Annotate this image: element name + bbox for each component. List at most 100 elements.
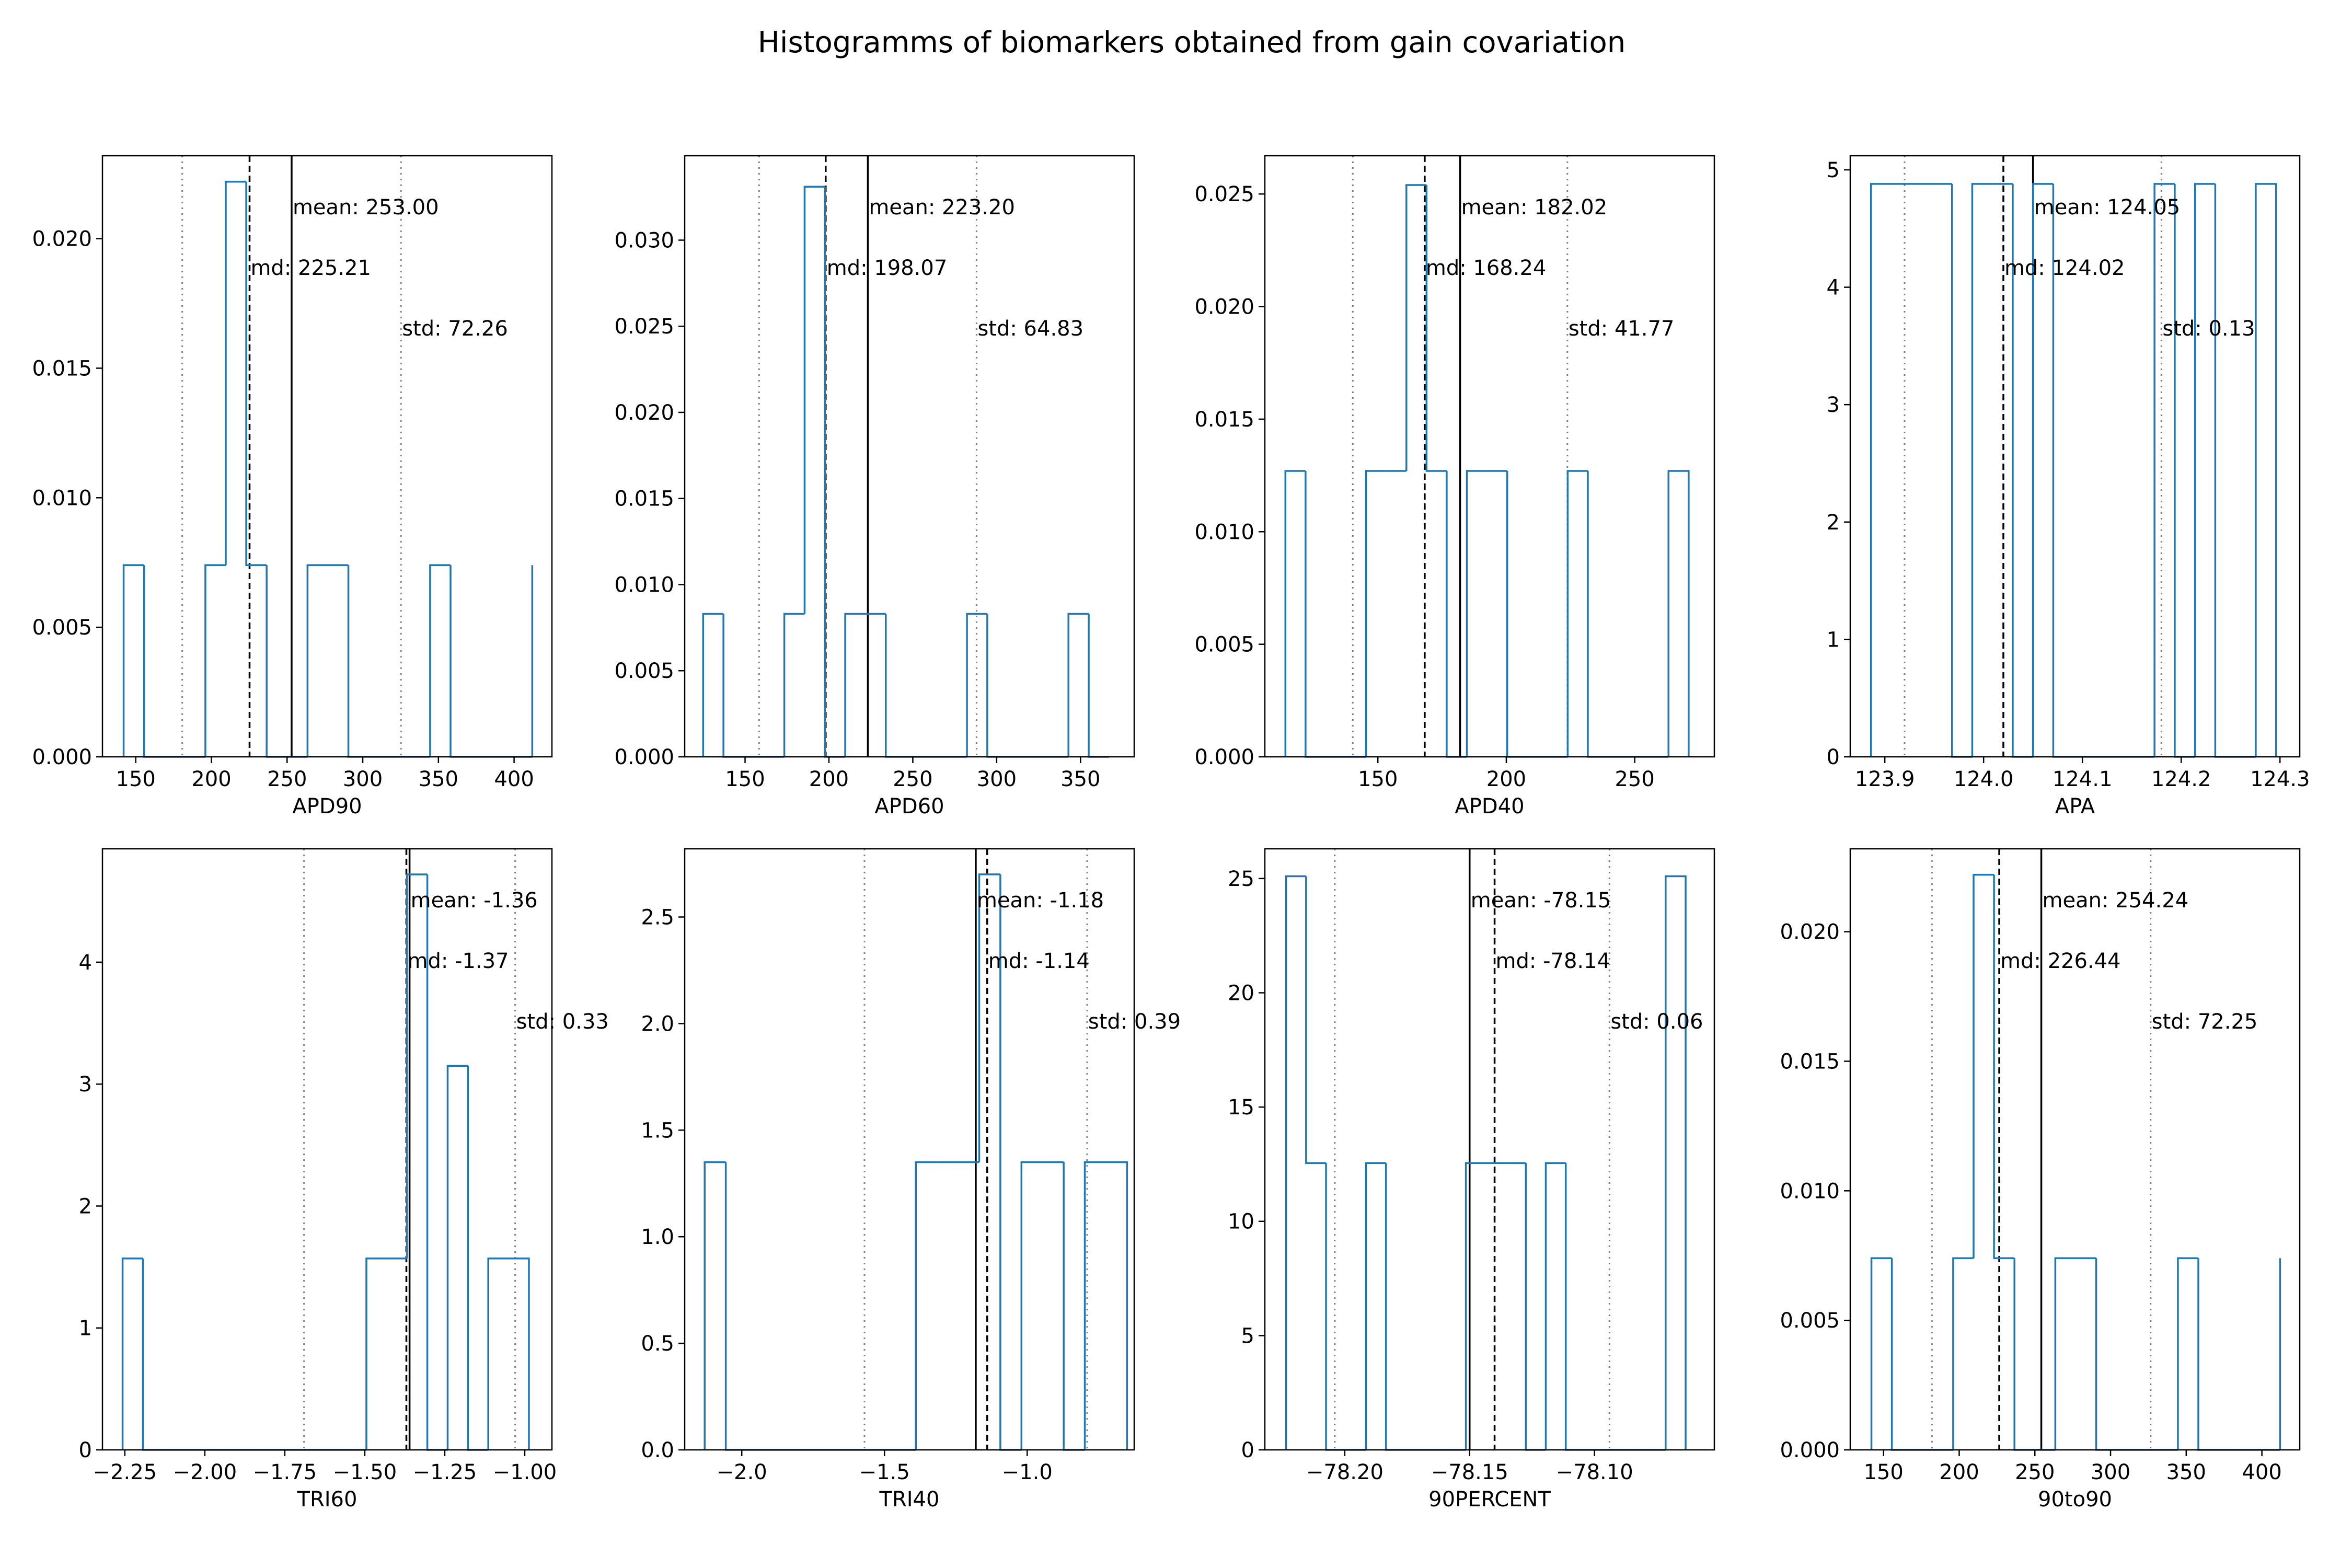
y-tick: 3 <box>1827 393 1850 417</box>
x-tick-label: 250 <box>267 767 307 791</box>
x-tick: 150 <box>1864 1450 1904 1484</box>
panel-tri60: −2.25 −2.00 −1.75 −1.50 −1.25 −1.00 0 1 2 3 4 TRI60… <box>79 848 609 1512</box>
hist-bin <box>1020 1161 1043 1450</box>
y-tick: 0.005 <box>32 616 102 640</box>
x-tick: 200 <box>191 757 232 791</box>
y-tick-label: 0.025 <box>614 315 674 339</box>
x-tick-label: 124.3 <box>2250 767 2310 791</box>
y-tick: 1.5 <box>641 1119 685 1143</box>
mean-annotation: mean: -78.15 <box>1471 889 1611 913</box>
y-tick: 3 <box>79 1073 102 1097</box>
x-tick-label: 350 <box>1060 767 1100 791</box>
mean-annotation: mean: 254.24 <box>2043 889 2189 913</box>
y-tick: 0.000 <box>614 745 685 769</box>
y-tick: 0 <box>1827 745 1850 769</box>
x-tick: −2.0 <box>717 1450 767 1484</box>
y-tick-label: 2.0 <box>641 1012 674 1036</box>
x-tick: 400 <box>494 757 534 791</box>
std-annotation: std: 0.13 <box>2162 317 2255 341</box>
hist-bin <box>2194 183 2216 757</box>
x-axis-label: APD60 <box>874 794 944 818</box>
y-tick: 0.000 <box>32 745 102 769</box>
hist-bin <box>2255 183 2277 757</box>
y-tick-label: 2 <box>1827 511 1840 535</box>
x-tick-label: 350 <box>2166 1460 2206 1484</box>
x-tick: −2.25 <box>93 1450 157 1484</box>
y-tick: 0 <box>1241 1438 1265 1462</box>
y-tick-label: 15 <box>1228 1096 1254 1120</box>
x-tick: −1.25 <box>413 1450 477 1484</box>
x-tick-label: 200 <box>1486 767 1526 791</box>
x-tick-label: −78.20 <box>1306 1460 1383 1484</box>
x-tick-label: −2.0 <box>717 1460 767 1484</box>
y-tick: 0.010 <box>1780 1179 1850 1203</box>
hist-bin <box>406 873 428 1259</box>
y-tick: 1 <box>1827 628 1850 652</box>
x-tick-label: 350 <box>419 767 458 791</box>
x-tick: 150 <box>1358 757 1398 791</box>
x-tick: 250 <box>893 757 933 791</box>
mean-annotation: mean: 223.20 <box>869 195 1015 220</box>
hist-bin <box>1067 613 1089 757</box>
panel-apd60: 150 200 250 300 350 0.000 0.005 0.010 0.015 0.020… <box>614 155 1135 818</box>
y-tick-label: 3 <box>1827 393 1840 417</box>
hist-bin <box>365 1258 387 1450</box>
y-tick: 0.010 <box>32 486 102 510</box>
y-tick-label: 0 <box>1241 1438 1254 1462</box>
y-tick-label: 0.025 <box>1194 182 1254 206</box>
axes-frame <box>101 155 553 758</box>
x-tick: −2.00 <box>173 1450 237 1484</box>
median-annotation: md: 124.02 <box>2004 256 2125 280</box>
y-tick: 20 <box>1228 981 1265 1005</box>
hist-bin <box>225 180 247 566</box>
y-tick-label: 3 <box>79 1073 92 1097</box>
y-tick: 0.030 <box>614 228 685 252</box>
y-tick: 0.025 <box>1194 182 1265 206</box>
x-tick: 300 <box>343 757 383 791</box>
y-tick-label: 0.000 <box>32 745 92 769</box>
y-tick: 0.020 <box>1194 295 1265 319</box>
x-axis-label: APD40 <box>1455 794 1524 818</box>
hist-bin <box>122 564 144 757</box>
x-tick-label: 300 <box>2091 1460 2130 1484</box>
y-tick: 5 <box>1827 158 1850 182</box>
x-tick: −78.15 <box>1431 1450 1508 1484</box>
hist-bin <box>1466 470 1488 757</box>
x-tick: 200 <box>1939 1450 1979 1484</box>
x-tick-label: 200 <box>1939 1460 1979 1484</box>
std-annotation: std: 0.06 <box>1610 1010 1703 1034</box>
panel-90percent: −78.20 −78.15 −78.10 0 5 10 15 20 25 90PERCENT mea… <box>1228 848 1715 1512</box>
y-tick-label: 4 <box>79 951 92 975</box>
x-tick: 350 <box>1060 757 1100 791</box>
hist-bin <box>1405 184 1427 471</box>
mean-annotation: mean: 124.05 <box>2034 195 2181 220</box>
x-tick-label: −78.15 <box>1431 1460 1508 1484</box>
y-tick: 0.000 <box>1780 1438 1850 1462</box>
hist-bin <box>1365 470 1387 757</box>
y-tick: 1 <box>79 1317 102 1341</box>
hist-bin <box>446 1065 468 1450</box>
y-tick-label: 0 <box>79 1438 92 1462</box>
y-tick: 0.015 <box>614 487 685 511</box>
y-tick: 0.0 <box>641 1438 685 1462</box>
x-axis-label: APA <box>2055 794 2095 818</box>
x-tick-label: 250 <box>893 767 932 791</box>
y-tick: 0.015 <box>1780 1050 1850 1074</box>
x-tick-label: 200 <box>191 767 231 791</box>
x-tick-label: 150 <box>1864 1460 1904 1484</box>
hist-bin <box>1465 1162 1486 1450</box>
std-annotation: std: 64.83 <box>977 317 1083 341</box>
hist-bin <box>1870 183 1892 757</box>
x-tick-label: 400 <box>494 767 534 791</box>
mean-annotation: mean: 182.02 <box>1461 195 1608 220</box>
y-tick: 0.5 <box>641 1332 685 1356</box>
axes-frame <box>1849 848 2301 1451</box>
hist-bin <box>121 1258 143 1450</box>
x-axis-label: 90to90 <box>2038 1488 2112 1512</box>
x-tick: 200 <box>809 757 849 791</box>
hist-bin <box>915 1161 937 1450</box>
median-annotation: md: 198.07 <box>827 256 948 280</box>
y-tick-label: 5 <box>1241 1324 1254 1348</box>
x-axis-label: TRI40 <box>879 1488 940 1512</box>
